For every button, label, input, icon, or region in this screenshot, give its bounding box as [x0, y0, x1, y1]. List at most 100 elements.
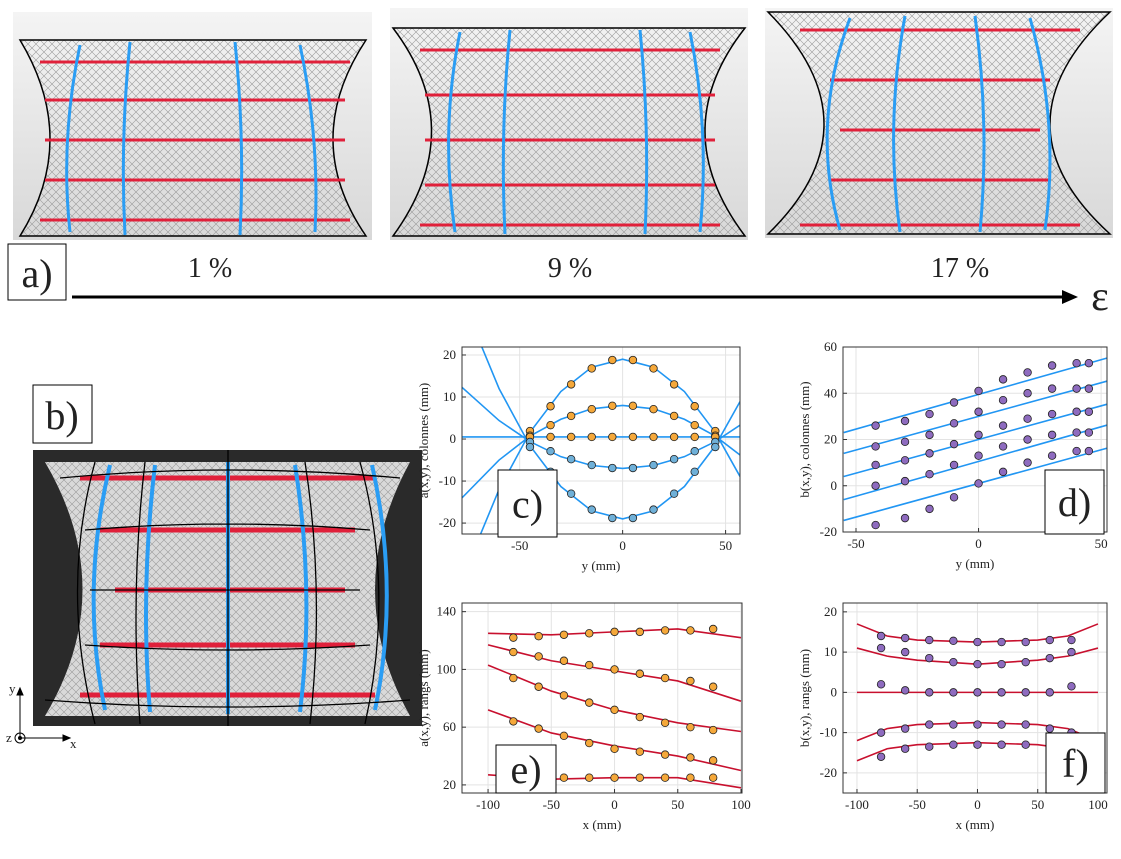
data-point	[949, 493, 959, 502]
data-point	[559, 731, 569, 741]
series-group	[487, 624, 742, 789]
data-point	[949, 657, 958, 667]
label-box	[1044, 469, 1105, 535]
data-point	[925, 449, 934, 458]
data-point	[534, 652, 543, 661]
x-tick-label: 0	[611, 797, 618, 812]
x-tick-label: 0	[619, 538, 626, 553]
data-point	[635, 773, 645, 782]
data-point	[1072, 358, 1081, 368]
data-point	[608, 432, 617, 442]
data-point	[1023, 368, 1032, 377]
data-point	[690, 402, 699, 411]
data-point	[997, 720, 1006, 729]
axis-name: x	[70, 736, 77, 751]
data-point	[998, 421, 1008, 430]
data-point	[708, 756, 718, 765]
data-point	[871, 421, 880, 430]
data-point	[708, 773, 718, 782]
data-point	[559, 656, 569, 665]
strain-symbol: ε	[1091, 274, 1109, 320]
data-point	[635, 627, 645, 637]
data-point	[1021, 637, 1030, 647]
y-axis-label: a(x,y), colonnes (mm)	[416, 383, 431, 499]
x-tick-label: 0	[974, 797, 981, 812]
data-point	[925, 742, 934, 751]
data-point	[925, 688, 934, 697]
data-point	[649, 432, 658, 442]
panel-label: e)	[510, 747, 541, 792]
data-point	[973, 740, 982, 749]
data-point	[925, 469, 934, 479]
y-tick-label: 40	[824, 385, 837, 400]
label-box	[495, 744, 557, 794]
data-point	[566, 380, 576, 389]
x-tick-label: 50	[671, 797, 684, 812]
data-point	[900, 686, 910, 695]
data-point	[559, 630, 569, 639]
data-point	[610, 744, 619, 754]
data-point	[690, 432, 699, 442]
data-point	[649, 505, 658, 514]
data-point	[1047, 384, 1057, 393]
label-box	[1045, 732, 1106, 794]
x-tick-label: -50	[543, 797, 560, 812]
axis-name: z	[6, 730, 12, 745]
data-point	[900, 456, 910, 465]
x-tick-label: 100	[731, 797, 751, 812]
data-point	[509, 647, 518, 657]
fit-lines	[44, 450, 411, 726]
data-point	[949, 740, 958, 749]
data-point	[708, 725, 718, 735]
data-point	[534, 632, 543, 641]
data-point	[1067, 635, 1076, 645]
panel-label: d)	[1058, 480, 1091, 525]
data-point	[587, 364, 596, 373]
data-point	[1072, 407, 1081, 416]
data-point	[997, 740, 1006, 749]
data-point	[1072, 446, 1081, 456]
data-point	[900, 513, 910, 523]
data-point	[1084, 358, 1094, 368]
data-point	[871, 481, 880, 490]
data-point	[546, 432, 555, 442]
data-point	[871, 442, 880, 451]
y-tick-label: -10	[439, 473, 456, 488]
data-point	[669, 489, 679, 498]
data-point	[660, 750, 670, 759]
strain-label: 9 %	[548, 253, 592, 284]
x-axis-label: x (mm)	[956, 817, 995, 832]
data-point	[974, 479, 983, 488]
data-point	[1047, 451, 1057, 460]
data-point	[1021, 657, 1030, 667]
data-point	[1023, 414, 1032, 423]
data-point	[708, 682, 718, 691]
panel-label: c)	[512, 482, 543, 527]
data-point	[1067, 682, 1076, 691]
series-group	[843, 357, 1107, 530]
data-point	[610, 773, 619, 782]
y-axis-label: b(x,y), colonnes (mm)	[797, 381, 812, 497]
series-group	[462, 347, 740, 534]
data-point	[997, 637, 1006, 647]
y-tick-label: 20	[824, 432, 837, 447]
data-point	[925, 504, 934, 514]
data-point	[949, 688, 958, 697]
data-point	[628, 463, 638, 473]
data-point	[690, 467, 699, 477]
x-tick-label: -50	[909, 797, 926, 812]
data-point	[686, 753, 695, 762]
data-point	[876, 728, 886, 737]
data-point	[628, 432, 638, 442]
data-point	[669, 455, 679, 464]
data-point	[610, 665, 619, 674]
data-point	[871, 460, 880, 470]
data-point	[1047, 409, 1057, 419]
y-tick-label: -10	[820, 725, 837, 740]
blue-columns	[65, 15, 1052, 236]
data-point	[635, 747, 645, 756]
chart: -100 -50 0 50 100 20 60 100 140 x (mm) a(x,y), ran…	[416, 602, 751, 832]
grid-overlay	[18, 39, 368, 237]
x-tick-label: -100	[845, 797, 869, 812]
data-point	[974, 451, 983, 460]
